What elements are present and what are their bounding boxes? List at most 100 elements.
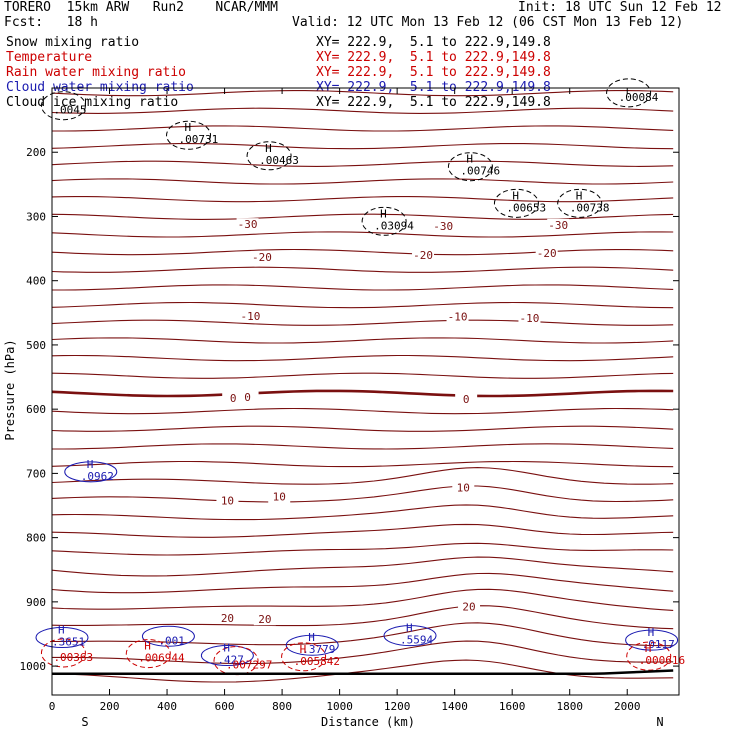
isotherm-line [51,160,674,167]
maximum-h-marker: H [265,142,272,155]
x-tick-label: 1000 [326,700,353,713]
y-tick-label: 700 [26,467,46,480]
forecast-hour: Fcst: 18 h [4,15,98,30]
valid-time: Valid: 12 UTC Mon 13 Feb 12 (06 CST Mon … [292,15,684,30]
temperature-isotherms [51,90,674,683]
isotherm-line [51,425,674,432]
maximum-value-label: .00084 [619,91,659,104]
isotherm-line [51,319,674,326]
isotherm-line [51,90,674,97]
x-tick-label: 1800 [556,700,583,713]
maximum-h-marker: H [87,458,94,471]
maximum-h-marker: H [648,626,655,639]
x-tick-label: 2000 [614,700,641,713]
maximum-value-label: .00463 [259,154,299,167]
x-tick-label: 1200 [384,700,411,713]
isotherm-line [51,107,674,114]
label-mask [452,481,475,494]
moisture-contour [625,629,679,651]
maximum-h-marker: H [380,207,387,220]
temperature-label: 20 [462,600,475,613]
temperature-label: -20 [413,249,433,262]
label-mask [236,218,259,231]
isotherm-line [51,485,674,503]
isotherm-line [51,460,674,468]
temperature-label: 20 [258,613,271,626]
y-tick-label: 200 [26,146,46,159]
label-mask [458,600,481,613]
y-tick-label: 400 [26,275,46,288]
isotherm-line [51,231,674,238]
x-tick-label: 600 [215,700,235,713]
maximum-value-label: .03094 [374,219,414,232]
isotherm-line [51,504,674,521]
y-tick-label: 300 [26,210,46,223]
isotherm-line [51,588,674,611]
moisture-contour [40,91,86,121]
y-tick-label: 800 [26,532,46,545]
label-mask [547,218,570,231]
isotherm-line [52,125,674,132]
maximum-value-label: .006944 [138,652,185,665]
maximum-value-label: .0962 [81,470,114,483]
label-mask [253,613,276,626]
moisture-contour [361,206,407,236]
maximum-value-label: .427 [217,654,244,667]
maximum-value-label: .00653 [506,201,546,214]
temperature-label: -10 [448,311,468,324]
init-time: Init: 18 UTC Sun 12 Feb 12 [518,0,722,15]
maximum-h-marker: H [144,640,151,653]
maximum-h-marker: H [223,642,230,655]
x-axis-ticks: 0 200 400 600 800 1000 1200 1400 1600 1800 2000 [49,88,641,713]
maximum-h-marker: H [466,153,473,166]
isotherm-line [51,407,674,415]
temperature-label: 10 [221,494,234,507]
maximum-value-label: .00746 [460,165,500,178]
temperature-label: -20 [252,251,272,264]
moisture-contour [200,645,254,667]
label-mask [250,250,273,263]
moisture-contour [285,634,339,656]
maximum-value-label: .3779 [302,643,335,656]
moisture-contour [246,141,292,171]
maximum-h-marker: H [576,189,583,202]
temperature-label: 0 [244,391,251,404]
temperature-label: 10 [273,491,286,504]
temperature-label: -20 [537,247,557,260]
isotherm-line [51,248,674,256]
temperature-label: -30 [238,218,258,231]
isotherm-line [51,622,674,647]
isotherm-line [52,284,674,291]
moisture-contour [606,78,652,108]
maximum-value-label: .0117 [642,638,675,651]
y-tick-label: 600 [26,403,46,416]
label-mask [455,392,478,405]
isotherm-line [51,605,674,630]
left-endpoint-label: S [81,715,88,729]
x-tick-label: 0 [49,700,56,713]
maximum-value-label: .0045 [53,104,86,117]
legend-label-temperature: Temperature [6,50,93,65]
maximum-value-label: .00738 [570,201,610,214]
maximum-h-marker: H [406,622,413,635]
maximum-h-marker: H [645,642,652,655]
label-mask [432,220,455,233]
maximum-h-marker: H [512,189,519,202]
moisture-contour [35,627,89,649]
temperature-label: 20 [221,612,234,625]
moisture-contour [493,188,539,218]
x-tick-label: 800 [272,700,292,713]
temperature-label: 0 [463,393,470,406]
maximum-h-marker: H [58,624,65,637]
maximum-value-label: .000616 [639,654,685,667]
y-axis-label: Pressure (hPa) [3,339,17,440]
moisture-contour [40,638,86,668]
isotherm-line [51,354,674,362]
temperature-label: 0 [230,392,237,405]
temperature-label: -30 [548,219,568,232]
moisture-contour [166,120,212,150]
legend-xy-cloud-ice: XY= 222.9, 5.1 to 222.9,149.8 [316,95,551,110]
maximum-h-marker: H [308,631,315,644]
label-mask [216,611,239,624]
